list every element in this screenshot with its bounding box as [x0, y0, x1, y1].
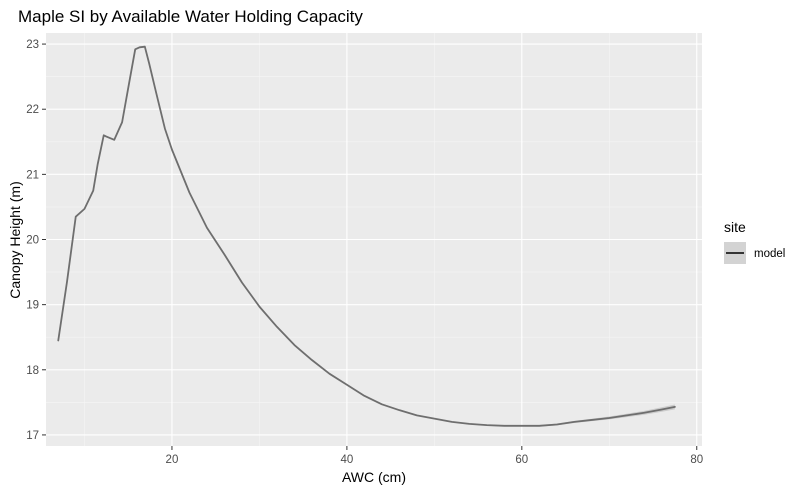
series-line-model [57, 45, 676, 427]
grid-major-lines [46, 33, 702, 446]
series-line-layer [57, 45, 676, 427]
x-axis-ticks: 20 40 60 80 [166, 446, 703, 466]
legend-title: site [724, 219, 746, 235]
x-tick-label: 80 [690, 454, 703, 466]
legend-label-model: model [754, 248, 785, 260]
y-tick-label: 18 [26, 365, 39, 377]
y-tick-label: 23 [26, 39, 39, 51]
y-tick-label: 17 [26, 430, 39, 442]
y-axis-ticks: 17 18 19 20 21 22 23 [26, 39, 46, 442]
y-tick-label: 19 [26, 300, 39, 312]
y-axis-title: Canopy Height (m) [7, 181, 23, 299]
chart-title: Maple SI by Available Water Holding Capa… [18, 7, 363, 26]
y-tick-label: 21 [26, 169, 39, 181]
x-tick-label: 60 [515, 454, 528, 466]
x-tick-label: 20 [166, 454, 179, 466]
x-axis-title: AWC (cm) [342, 469, 406, 485]
legend: site model [724, 219, 785, 264]
x-tick-label: 40 [340, 454, 353, 466]
y-tick-label: 22 [26, 104, 39, 116]
y-tick-label: 20 [26, 235, 39, 247]
